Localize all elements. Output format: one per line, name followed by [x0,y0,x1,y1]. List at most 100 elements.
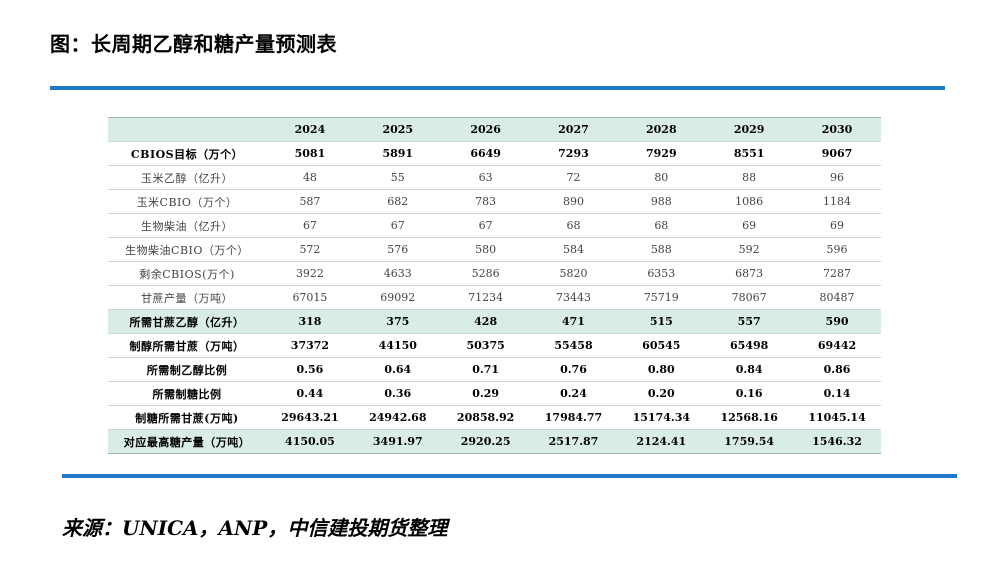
table-cell: 471 [529,309,618,334]
row-label: 所需制乙醇比例 [108,357,267,382]
table-cell: 1184 [793,189,881,214]
table-cell: 69092 [353,285,442,310]
table-cell: 55458 [529,333,618,358]
table-cell: 63 [441,165,530,190]
table-cell: 67 [441,213,530,238]
table-cell: 584 [529,237,618,262]
table-cell: 5820 [529,261,618,286]
row-label: 生物柴油CBIO（万个） [108,237,267,262]
table-cell: 596 [793,237,881,262]
table-cell: 17984.77 [529,405,618,430]
table-cell: 0.80 [617,357,706,382]
table-cell: 1086 [705,189,794,214]
table-cell: 75719 [617,285,706,310]
header-cell-year: 2029 [705,117,794,142]
header-cell-year: 2028 [617,117,706,142]
row-label: 剩余CBIOS(万个) [108,261,267,286]
table-cell: 580 [441,237,530,262]
table-cell: 0.24 [529,381,618,406]
table-cell: 0.64 [353,357,442,382]
table-row-highlighted: 对应最高糖产量（万吨） 4150.05 3491.97 2920.25 2517… [108,429,881,454]
table-cell: 3491.97 [353,429,442,454]
table-cell: 2517.87 [529,429,618,454]
table-cell: 20858.92 [441,405,530,430]
table-cell: 0.56 [266,357,354,382]
table-cell: 783 [441,189,530,214]
table-cell: 0.36 [353,381,442,406]
table-cell: 5286 [441,261,530,286]
table-cell: 2920.25 [441,429,530,454]
table-row: 制醇所需甘蔗（万吨） 37372 44150 50375 55458 60545… [108,333,881,358]
table-row: 玉米乙醇（亿升） 48 55 63 72 80 88 96 [108,165,881,190]
table-cell: 682 [353,189,442,214]
row-label: 所需制糖比例 [108,381,267,406]
table-row: 甘蔗产量（万吨） 67015 69092 71234 73443 75719 7… [108,285,881,310]
table-cell: 69 [705,213,794,238]
table-cell: 4633 [353,261,442,286]
table-row: 所需制糖比例 0.44 0.36 0.29 0.24 0.20 0.16 0.1… [108,381,881,406]
table-cell: 44150 [353,333,442,358]
table-cell: 24942.68 [353,405,442,430]
table-cell: 890 [529,189,618,214]
table-cell: 68 [529,213,618,238]
row-label: 对应最高糖产量（万吨） [108,429,267,454]
header-cell-year: 2030 [793,117,881,142]
table-cell: 1546.32 [793,429,881,454]
table-cell: 0.44 [266,381,354,406]
table-cell: 375 [353,309,442,334]
table-cell: 80487 [793,285,881,310]
table-cell: 1759.54 [705,429,794,454]
table-cell: 55 [353,165,442,190]
row-label: CBIOS目标（万个） [108,141,267,166]
table-cell: 318 [266,309,354,334]
table-cell: 67015 [266,285,354,310]
table-cell: 0.14 [793,381,881,406]
table-cell: 68 [617,213,706,238]
table-cell: 48 [266,165,354,190]
row-label: 甘蔗产量（万吨） [108,285,267,310]
header-cell-year: 2025 [353,117,442,142]
forecast-table: 2024 2025 2026 2027 2028 2029 2030 CBIOS… [108,117,881,454]
table-cell: 80 [617,165,706,190]
table-cell: 37372 [266,333,354,358]
table-cell: 588 [617,237,706,262]
forecast-table-container: 2024 2025 2026 2027 2028 2029 2030 CBIOS… [108,117,881,454]
row-label: 所需甘蔗乙醇（亿升） [108,309,267,334]
table-cell: 587 [266,189,354,214]
row-label: 制醇所需甘蔗（万吨） [108,333,267,358]
table-cell: 67 [266,213,354,238]
table-cell: 96 [793,165,881,190]
table-cell: 12568.16 [705,405,794,430]
table-cell: 5081 [266,141,354,166]
table-cell: 988 [617,189,706,214]
table-cell: 78067 [705,285,794,310]
table-cell: 71234 [441,285,530,310]
table-cell: 2124.41 [617,429,706,454]
table-cell: 73443 [529,285,618,310]
table-cell: 72 [529,165,618,190]
table-cell: 515 [617,309,706,334]
table-cell: 69 [793,213,881,238]
table-row: 生物柴油CBIO（万个） 572 576 580 584 588 592 596 [108,237,881,262]
table-cell: 0.86 [793,357,881,382]
table-cell: 29643.21 [266,405,354,430]
table-cell: 7287 [793,261,881,286]
table-header-row: 2024 2025 2026 2027 2028 2029 2030 [108,117,881,142]
bottom-divider [62,474,957,478]
table-cell: 60545 [617,333,706,358]
table-cell: 557 [705,309,794,334]
table-cell: 9067 [793,141,881,166]
table-cell: 0.84 [705,357,794,382]
row-label: 玉米乙醇（亿升） [108,165,267,190]
page-title: 图：长周期乙醇和糖产量预测表 [50,32,337,56]
header-cell-year: 2026 [441,117,530,142]
table-cell: 572 [266,237,354,262]
table-cell: 7929 [617,141,706,166]
table-row: CBIOS目标（万个） 5081 5891 6649 7293 7929 855… [108,141,881,166]
table-cell: 4150.05 [266,429,354,454]
source-note: 来源：UNICA，ANP，中信建投期货整理 [62,516,448,540]
table-cell: 65498 [705,333,794,358]
table-row: 制糖所需甘蔗(万吨) 29643.21 24942.68 20858.92 17… [108,405,881,430]
table-cell: 69442 [793,333,881,358]
table-row-highlighted: 所需甘蔗乙醇（亿升） 318 375 428 471 515 557 590 [108,309,881,334]
